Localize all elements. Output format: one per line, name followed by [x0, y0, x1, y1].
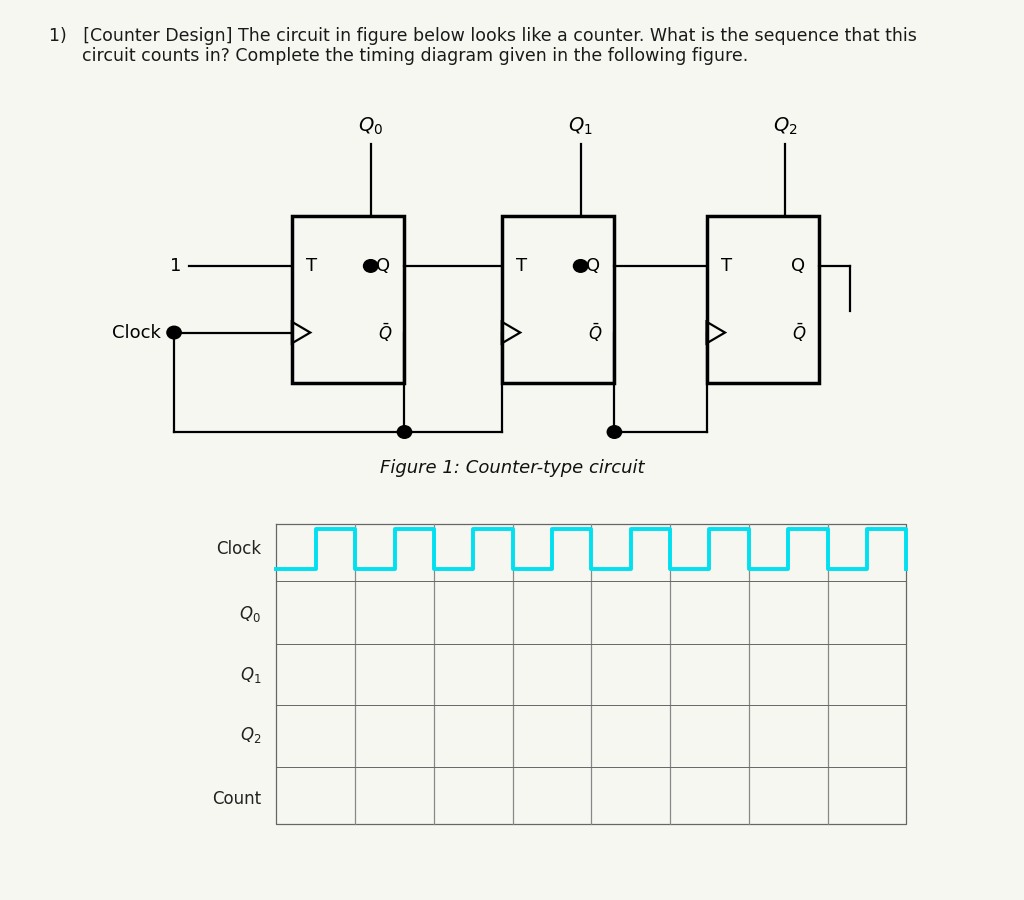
- Circle shape: [573, 259, 588, 272]
- Bar: [707, 216, 819, 382]
- Text: Figure 1: Counter-type circuit: Figure 1: Counter-type circuit: [380, 459, 644, 477]
- Text: Q: Q: [376, 257, 390, 274]
- Text: T: T: [516, 257, 527, 274]
- Circle shape: [397, 426, 412, 438]
- Text: Q: Q: [791, 257, 805, 274]
- Text: Clock: Clock: [216, 540, 261, 558]
- Text: $\bar{Q}$: $\bar{Q}$: [378, 321, 392, 344]
- Bar: [292, 216, 404, 382]
- Text: $\bar{Q}$: $\bar{Q}$: [793, 321, 807, 344]
- Text: Q: Q: [586, 257, 600, 274]
- Text: $Q_1$: $Q_1$: [568, 115, 593, 137]
- Text: T: T: [306, 257, 317, 274]
- Circle shape: [364, 259, 378, 272]
- Text: $Q_0$: $Q_0$: [240, 604, 261, 624]
- Circle shape: [167, 327, 181, 339]
- Text: $Q_2$: $Q_2$: [773, 115, 798, 137]
- Text: circuit counts in? Complete the timing diagram given in the following figure.: circuit counts in? Complete the timing d…: [49, 47, 749, 65]
- Text: 1)   [Counter Design] The circuit in figure below looks like a counter. What is : 1) [Counter Design] The circuit in figur…: [49, 27, 918, 45]
- Text: $\bar{Q}$: $\bar{Q}$: [588, 321, 602, 344]
- Circle shape: [607, 426, 622, 438]
- Text: $Q_0$: $Q_0$: [358, 115, 383, 137]
- Bar: [502, 216, 614, 382]
- Text: $Q_2$: $Q_2$: [240, 725, 261, 745]
- Text: $Q_1$: $Q_1$: [240, 665, 261, 685]
- Text: Clock: Clock: [112, 324, 161, 342]
- Text: Count: Count: [212, 790, 261, 808]
- Text: 1: 1: [170, 257, 181, 274]
- Text: T: T: [721, 257, 732, 274]
